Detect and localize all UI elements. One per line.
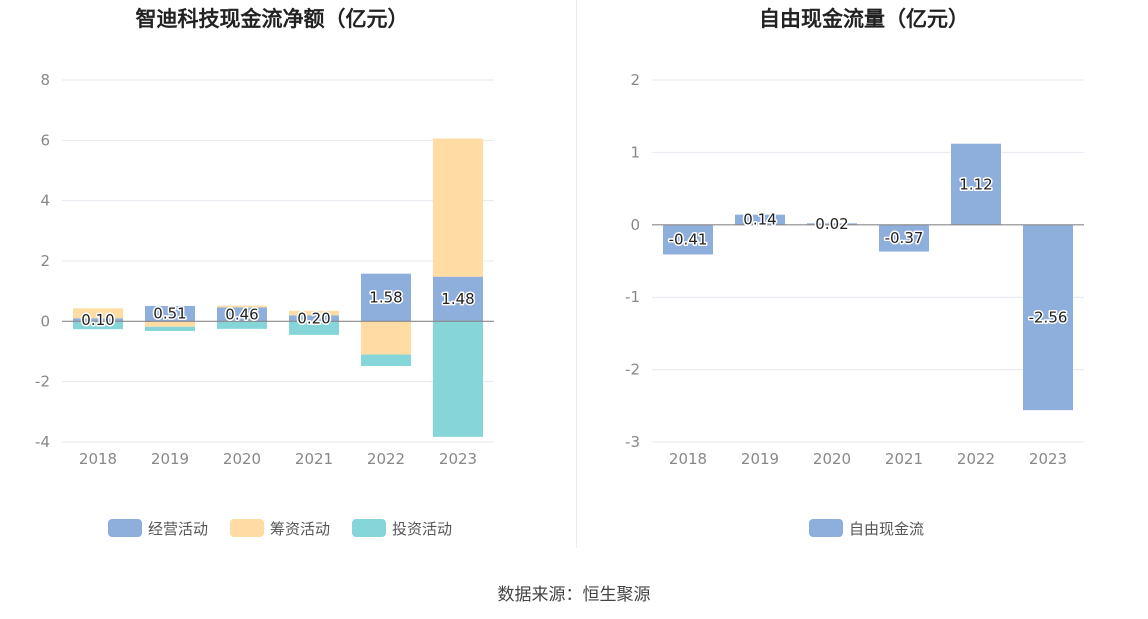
legend-swatch	[809, 519, 843, 537]
y-tick-label: 6	[40, 131, 50, 149]
legend-label: 自由现金流	[849, 520, 924, 538]
data-label: 1.12	[959, 175, 992, 193]
free-cashflow-chart: 自由现金流量（亿元） -3 -2 -1 0 1 2 -0.41 0.14 0.02 -0.37 1.1…	[625, 7, 1084, 538]
bar-筹资活动	[361, 321, 411, 355]
legend-label: 投资活动	[392, 520, 452, 538]
bar-筹资活动	[145, 321, 195, 327]
bar-投资活动	[433, 321, 483, 437]
legend-item: 自由现金流	[809, 519, 924, 538]
x-tick-label: 2021	[295, 450, 333, 468]
bar-自由现金流	[879, 224, 929, 252]
x-tick-label: 2023	[1029, 450, 1067, 468]
legend-item: 经营活动	[108, 519, 208, 538]
chart-title: 智迪科技现金流净额（亿元）	[136, 7, 409, 31]
data-label: 0.20	[297, 309, 330, 327]
data-label: -0.41	[669, 231, 708, 249]
y-tick-label: 0	[630, 216, 640, 234]
x-tick-label: 2023	[439, 450, 477, 468]
x-tick-label: 2020	[813, 450, 851, 468]
y-tick-label: -3	[625, 433, 640, 451]
chart-divider	[576, 0, 577, 548]
y-tick-label: -2	[625, 361, 640, 379]
x-tick-label: 2021	[885, 450, 923, 468]
legend-label: 筹资活动	[270, 520, 330, 538]
bar-投资活动	[145, 326, 195, 331]
legend-item: 筹资活动	[230, 519, 330, 538]
bar-自由现金流	[735, 214, 785, 225]
data-label: 0.10	[81, 311, 114, 329]
data-source-note: 数据来源：恒生聚源	[497, 585, 651, 605]
bar-经营活动	[433, 276, 483, 322]
bar-筹资活动	[73, 308, 123, 319]
legend-swatch	[108, 519, 142, 537]
y-tick-label: 2	[40, 252, 50, 270]
bar-自由现金流	[807, 223, 857, 225]
bar-经营活动	[145, 305, 195, 322]
legend-item: 投资活动	[352, 519, 452, 538]
bar-投资活动	[361, 354, 411, 366]
legend-swatch	[230, 519, 264, 537]
y-tick-label: 2	[630, 71, 640, 89]
x-tick-label: 2020	[223, 450, 261, 468]
bar-投资活动	[73, 321, 123, 330]
data-label: 0.02	[815, 215, 848, 233]
bar-投资活动	[289, 321, 339, 335]
data-label: 1.58	[369, 289, 402, 307]
y-tick-label: 0	[40, 312, 50, 330]
y-tick-label: 1	[630, 143, 640, 161]
net-cashflow-chart: 智迪科技现金流净额（亿元） -4 -2 0 2 4 6 8 0.10 0.51 0.46 0.20 1.…	[35, 7, 494, 538]
bar-筹资活动	[289, 310, 339, 316]
legend-swatch	[352, 519, 386, 537]
data-label: -2.56	[1029, 308, 1068, 326]
x-tick-label: 2019	[741, 450, 779, 468]
bar-经营活动	[73, 318, 123, 322]
bar-经营活动	[361, 273, 411, 322]
bar-自由现金流	[951, 143, 1001, 225]
bar-筹资活动	[217, 305, 267, 308]
x-tick-label: 2018	[79, 450, 117, 468]
y-tick-label: 4	[40, 192, 50, 210]
legend-label: 经营活动	[148, 520, 208, 538]
data-label: 0.46	[225, 305, 258, 323]
data-label: 0.51	[153, 305, 186, 323]
data-label: 1.48	[441, 290, 474, 308]
x-tick-label: 2018	[669, 450, 707, 468]
bar-经营活动	[217, 307, 267, 322]
y-tick-label: 8	[40, 71, 50, 89]
bar-投资活动	[217, 321, 267, 329]
x-tick-label: 2022	[957, 450, 995, 468]
y-tick-label: -2	[35, 373, 50, 391]
bar-筹资活动	[433, 138, 483, 277]
data-label: 0.14	[743, 211, 776, 229]
bar-经营活动	[289, 315, 339, 322]
x-tick-label: 2019	[151, 450, 189, 468]
bar-自由现金流	[663, 224, 713, 255]
data-label: -0.37	[885, 229, 924, 247]
chart-title: 自由现金流量（亿元）	[759, 7, 969, 31]
y-tick-label: -4	[35, 433, 50, 451]
x-tick-label: 2022	[367, 450, 405, 468]
bar-自由现金流	[1023, 224, 1073, 411]
y-tick-label: -1	[625, 288, 640, 306]
